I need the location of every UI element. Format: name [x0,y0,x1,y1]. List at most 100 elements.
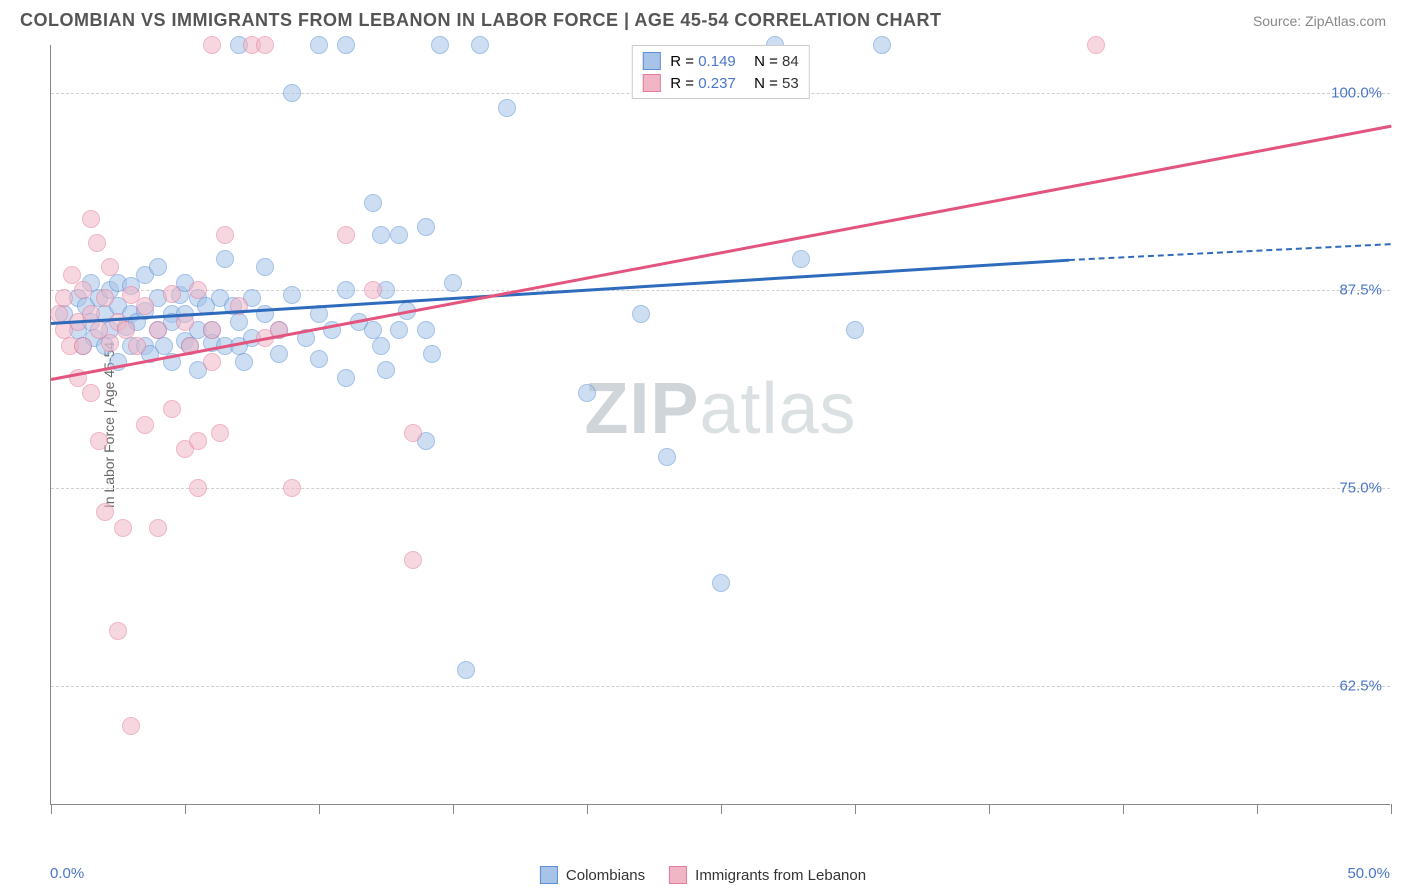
data-point [578,384,596,402]
data-point [423,345,441,363]
n-label: N = 53 [746,75,799,92]
r-label: R = 0.237 [670,75,735,92]
x-tick [1391,804,1392,814]
data-point [632,305,650,323]
data-point [372,337,390,355]
data-point [873,36,891,54]
data-point [337,369,355,387]
data-point [163,285,181,303]
data-point [114,519,132,537]
data-point [235,353,253,371]
data-point [74,281,92,299]
data-point [109,622,127,640]
x-tick [1257,804,1258,814]
data-point [390,321,408,339]
data-point [189,432,207,450]
data-point [846,321,864,339]
series-legend: Colombians Immigrants from Lebanon [540,866,866,884]
data-point [90,432,108,450]
y-tick-label: 100.0% [1331,84,1382,101]
series-name: Immigrants from Lebanon [695,867,866,884]
data-point [216,226,234,244]
y-tick-label: 62.5% [1339,678,1382,695]
data-point [372,226,390,244]
data-point [417,321,435,339]
data-point [404,424,422,442]
data-point [283,479,301,497]
data-point [216,250,234,268]
data-point [337,36,355,54]
data-point [390,226,408,244]
legend-swatch [540,866,558,884]
data-point [310,36,328,54]
x-tick [185,804,186,814]
data-point [149,321,167,339]
data-point [96,503,114,521]
data-point [377,361,395,379]
x-axis-min-label: 0.0% [50,865,84,882]
data-point [417,218,435,236]
data-point [211,424,229,442]
legend-swatch [642,52,660,70]
data-point [203,353,221,371]
data-point [189,479,207,497]
data-point [63,266,81,284]
data-point [498,99,516,117]
data-point [82,384,100,402]
x-tick [51,804,52,814]
x-tick [453,804,454,814]
data-point [256,258,274,276]
data-point [283,286,301,304]
gridline-h [51,488,1390,489]
data-point [74,337,92,355]
data-point [96,289,114,307]
correlation-legend: R = 0.149 N = 84R = 0.237 N = 53 [631,45,809,99]
data-point [88,234,106,252]
data-point [337,226,355,244]
data-point [364,194,382,212]
data-point [404,551,422,569]
legend-swatch [642,74,660,92]
data-point [792,250,810,268]
gridline-h [51,686,1390,687]
y-tick-label: 75.0% [1339,480,1382,497]
data-point [364,281,382,299]
data-point [122,717,140,735]
legend-row: R = 0.237 N = 53 [642,72,798,94]
y-tick-label: 87.5% [1339,282,1382,299]
chart-title: COLOMBIAN VS IMMIGRANTS FROM LEBANON IN … [20,10,942,31]
data-point [337,281,355,299]
data-point [256,36,274,54]
legend-item: Immigrants from Lebanon [669,866,866,884]
data-point [136,297,154,315]
trend-line [1069,243,1391,261]
data-point [128,337,146,355]
chart-plot-area: In Labor Force | Age 45-54 ZIPatlas R = … [50,45,1390,805]
data-point [457,661,475,679]
data-point [230,313,248,331]
data-point [117,321,135,339]
data-point [270,345,288,363]
data-point [136,416,154,434]
legend-row: R = 0.149 N = 84 [642,50,798,72]
x-axis-max-label: 50.0% [1347,865,1390,882]
data-point [149,258,167,276]
data-point [101,258,119,276]
watermark: ZIPatlas [584,368,856,450]
data-point [163,400,181,418]
data-point [149,519,167,537]
data-point [101,334,119,352]
data-point [444,274,462,292]
data-point [310,350,328,368]
legend-item: Colombians [540,866,645,884]
data-point [658,448,676,466]
n-label: N = 84 [746,53,799,70]
legend-swatch [669,866,687,884]
data-point [203,36,221,54]
data-point [712,574,730,592]
x-tick [1123,804,1124,814]
data-point [1087,36,1105,54]
data-point [189,281,207,299]
x-tick [587,804,588,814]
data-point [471,36,489,54]
